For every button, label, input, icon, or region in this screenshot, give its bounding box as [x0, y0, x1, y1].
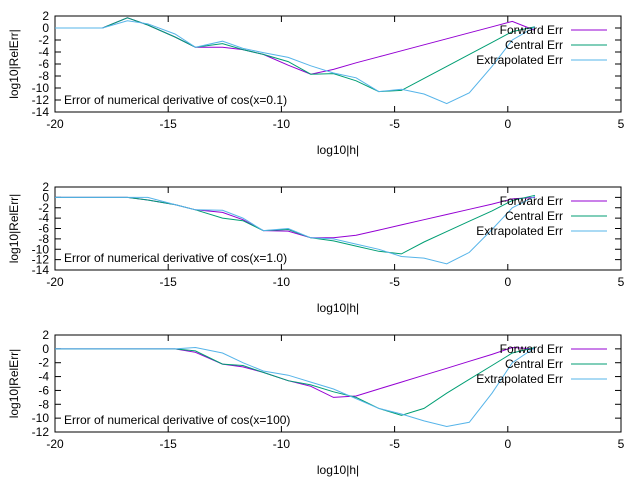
y-tick-label: -8 [38, 69, 49, 83]
legend-label: Forward Err [500, 194, 563, 208]
x-tick-label: 0 [504, 117, 511, 131]
x-tick-label: -5 [389, 437, 400, 451]
y-tick-label: -8 [38, 397, 49, 411]
series-line-central-err [55, 347, 536, 416]
y-tick-label: 2 [42, 180, 49, 194]
y-tick-label: -2 [38, 33, 49, 47]
y-tick-label: -14 [32, 263, 50, 277]
chart-panel-1: -20 -15 -10 -5 0 5-14-12-10-8-6-4-202log10|h|… [7, 9, 625, 157]
x-tick-label: 5 [618, 117, 625, 131]
y-tick-label: -12 [32, 425, 50, 439]
x-tick-label: -5 [389, 275, 400, 289]
x-tick-label: 0 [504, 437, 511, 451]
legend-label: Central Err [505, 38, 563, 52]
y-tick-label: -6 [38, 222, 49, 236]
y-axis-label: log10|RelErr| [7, 349, 21, 419]
y-tick-label: -2 [38, 356, 49, 370]
x-tick-label: 5 [618, 275, 625, 289]
x-tick-label: -20 [46, 437, 64, 451]
legend-label: Central Err [505, 357, 563, 371]
x-tick-label: -5 [389, 117, 400, 131]
x-tick-label: -10 [273, 275, 291, 289]
x-tick-label: 5 [618, 437, 625, 451]
y-tick-label: 0 [42, 21, 49, 35]
legend-label: Extrapolated Err [476, 224, 563, 238]
x-tick-label: -10 [273, 437, 291, 451]
x-tick-label: -10 [273, 117, 291, 131]
legend-label: Forward Err [500, 23, 563, 37]
x-tick-label: -20 [46, 117, 64, 131]
plot-annotation: Error of numerical derivative of cos(x=0… [64, 93, 287, 107]
y-tick-label: -8 [38, 232, 49, 246]
y-tick-label: -14 [32, 105, 50, 119]
x-axis-label: log10|h| [317, 301, 359, 315]
y-tick-label: -6 [38, 383, 49, 397]
y-tick-label: -6 [38, 57, 49, 71]
plot-annotation: Error of numerical derivative of cos(x=1… [64, 413, 290, 427]
legend-label: Extrapolated Err [476, 372, 563, 386]
y-tick-label: -2 [38, 201, 49, 215]
plot-frame [54, 334, 622, 433]
y-tick-label: -12 [32, 253, 50, 267]
plot-annotation: Error of numerical derivative of cos(x=1… [64, 251, 287, 265]
y-tick-label: -4 [38, 211, 49, 225]
y-tick-label: -10 [32, 411, 50, 425]
series-line-central-err [55, 194, 536, 255]
series-line-central-err [55, 17, 536, 93]
y-tick-label: -12 [32, 93, 50, 107]
chart-panel-3: -20 -15 -10 -5 0 5-12-10-8-6-4-202log10|h|log… [7, 328, 625, 477]
y-tick-label: -10 [32, 242, 50, 256]
legend-label: Central Err [505, 209, 563, 223]
x-tick-label: -15 [160, 275, 178, 289]
x-tick-label: 0 [504, 275, 511, 289]
y-axis-label: log10|RelErr| [7, 194, 21, 264]
x-tick-label: -15 [160, 437, 178, 451]
y-tick-label: 0 [42, 190, 49, 204]
legend-label: Forward Err [500, 342, 563, 356]
x-tick-label: -15 [160, 117, 178, 131]
chart-panel-2: -20 -15 -10 -5 0 5-14-12-10-8-6-4-202log10|h|… [7, 180, 625, 315]
y-tick-label: 2 [42, 328, 49, 342]
series-line-extrapolated-err [55, 346, 536, 428]
x-tick-label: -20 [46, 275, 64, 289]
series-line-forward-err [55, 346, 536, 398]
series-line-extrapolated-err [55, 20, 536, 105]
y-tick-label: 2 [42, 9, 49, 23]
y-tick-label: -4 [38, 45, 49, 59]
x-axis-label: log10|h| [317, 463, 359, 477]
y-tick-label: -4 [38, 370, 49, 384]
series-line-extrapolated-err [55, 195, 536, 265]
y-axis-label: log10|RelErr| [7, 29, 21, 99]
x-axis-label: log10|h| [317, 143, 359, 157]
y-tick-label: 0 [42, 342, 49, 356]
y-tick-label: -10 [32, 81, 50, 95]
legend-label: Extrapolated Err [476, 53, 563, 67]
